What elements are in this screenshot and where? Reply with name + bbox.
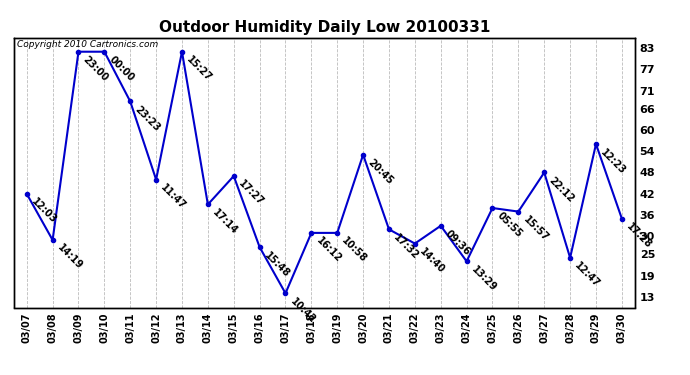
Text: 14:19: 14:19: [55, 243, 84, 272]
Title: Outdoor Humidity Daily Low 20100331: Outdoor Humidity Daily Low 20100331: [159, 20, 490, 35]
Text: 12:03: 12:03: [30, 196, 59, 226]
Text: 14:40: 14:40: [417, 246, 446, 275]
Text: 13:29: 13:29: [469, 264, 498, 293]
Text: 23:00: 23:00: [81, 54, 110, 84]
Text: 15:27: 15:27: [185, 54, 214, 84]
Text: 11:47: 11:47: [159, 182, 188, 212]
Text: 17:27: 17:27: [237, 179, 266, 208]
Text: 00:00: 00:00: [107, 54, 136, 84]
Text: 10:58: 10:58: [340, 236, 369, 265]
Text: 09:36: 09:36: [444, 229, 473, 258]
Text: 05:55: 05:55: [495, 211, 524, 240]
Text: 23:23: 23:23: [133, 104, 162, 133]
Text: 17:14: 17:14: [210, 207, 239, 236]
Text: 12:47: 12:47: [573, 261, 602, 290]
Text: 15:57: 15:57: [521, 214, 550, 243]
Text: 20:45: 20:45: [366, 158, 395, 186]
Text: 15:48: 15:48: [262, 250, 291, 279]
Text: 12:23: 12:23: [599, 147, 628, 176]
Text: Copyright 2010 Cartronics.com: Copyright 2010 Cartronics.com: [17, 40, 158, 49]
Text: 22:12: 22:12: [547, 175, 576, 204]
Text: 17:32: 17:32: [392, 232, 421, 261]
Text: 10:42: 10:42: [288, 296, 317, 325]
Text: 16:12: 16:12: [314, 236, 343, 265]
Text: 17:28: 17:28: [624, 222, 653, 251]
